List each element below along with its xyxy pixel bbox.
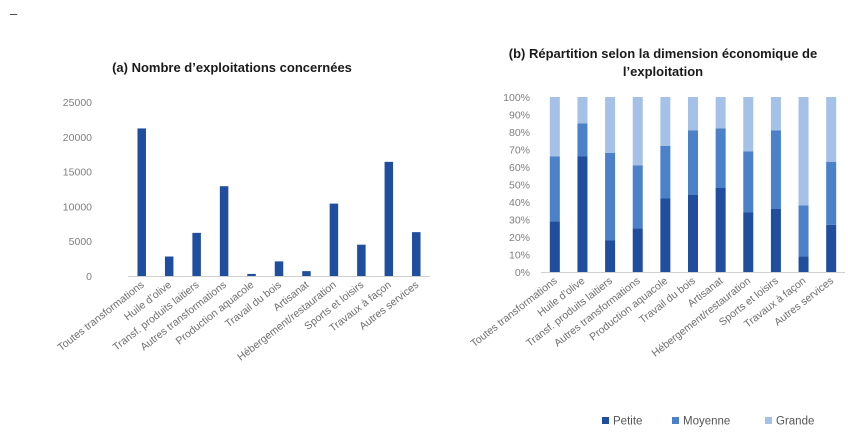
chart-a-bar — [357, 244, 366, 276]
chart-b-segment-moyenne — [688, 130, 698, 195]
chart-b-ytick: 20% — [509, 232, 530, 244]
chart-a-ytick: 10000 — [63, 201, 92, 213]
chart-b-segment-grande — [770, 97, 781, 131]
chart-b-segment-moyenne — [798, 205, 809, 257]
chart-b-ytick: 40% — [509, 197, 530, 209]
chart-b: (b) Répartition selon la dimension écono… — [469, 46, 845, 428]
chart-b-segment-grande — [632, 97, 643, 166]
legend-swatch-moyenne — [672, 417, 679, 424]
chart-b-segment-moyenne — [632, 165, 643, 229]
chart-b-segment-moyenne — [549, 156, 560, 222]
chart-b-segment-petite — [715, 188, 726, 272]
chart-a-ytick: 20000 — [63, 132, 92, 144]
chart-a-bar — [329, 203, 339, 276]
chart-b-segment-petite — [688, 195, 698, 272]
chart-a-ytick: 15000 — [63, 167, 92, 179]
chart-b-ytick: 90% — [509, 110, 530, 122]
legend-swatch-grande — [765, 417, 772, 424]
chart-b-segment-moyenne — [577, 123, 588, 157]
chart-b-segment-grande — [549, 97, 560, 157]
chart-b-segment-petite — [577, 156, 588, 272]
chart-b-segment-moyenne — [715, 128, 726, 188]
chart-b-segment-moyenne — [826, 161, 837, 225]
legend-label-grande: Grande — [776, 416, 814, 428]
chart-b-segment-moyenne — [743, 151, 754, 213]
chart-b-title-line2: l’exploitation — [623, 64, 703, 79]
chart-b-segment-petite — [770, 209, 781, 272]
chart-a-title: (a) Nombre d’exploitations concernées — [112, 60, 352, 75]
chart-a-bar — [302, 271, 311, 276]
chart-b-segment-petite — [549, 221, 560, 272]
chart-b-title-line1: (b) Répartition selon la dimension écono… — [509, 46, 817, 61]
chart-b-segment-moyenne — [770, 130, 781, 209]
chart-a-bar — [219, 186, 229, 276]
chart-a-bar — [137, 128, 146, 276]
chart-a-ytick: 5000 — [69, 236, 93, 248]
chart-b-segment-petite — [660, 198, 671, 272]
chart-b-ytick: 60% — [509, 162, 530, 174]
chart-b-segment-grande — [605, 97, 616, 153]
chart-b-segment-petite — [798, 256, 809, 272]
chart-b-ytick: 10% — [509, 250, 530, 262]
chart-b-segment-grande — [826, 97, 837, 162]
chart-b-segment-grande — [743, 97, 754, 152]
chart-b-segment-grande — [577, 97, 588, 124]
chart-b-segment-grande — [798, 97, 809, 206]
chart-b-ytick: 50% — [509, 180, 530, 192]
chart-a-ytick: 0 — [86, 271, 92, 283]
chart-a-bar — [384, 161, 394, 276]
legend-label-moyenne: Moyenne — [683, 416, 730, 428]
legend-label-petite: Petite — [613, 416, 642, 428]
chart-a-bar — [412, 232, 421, 276]
dash-marker: – — [10, 6, 18, 21]
chart-a-ytick: 25000 — [63, 97, 92, 109]
chart-a-bar — [192, 232, 201, 276]
chart-b-segment-petite — [743, 212, 754, 272]
chart-b-segment-moyenne — [660, 146, 671, 199]
chart-b-segment-grande — [660, 97, 671, 146]
chart-a-bar — [247, 273, 256, 276]
chart-b-segment-petite — [632, 228, 643, 272]
chart-b-ytick: 0% — [515, 267, 530, 279]
chart-b-ytick: 30% — [509, 215, 530, 227]
chart-b-ytick: 100% — [503, 92, 530, 104]
chart-a-bar — [274, 261, 284, 276]
chart-b-ytick: 70% — [509, 145, 530, 157]
chart-b-segment-petite — [605, 240, 616, 272]
chart-b-segment-grande — [688, 97, 698, 131]
chart-a: (a) Nombre d’exploitations concernées 0 50… — [55, 60, 430, 363]
chart-b-segment-moyenne — [605, 153, 616, 241]
legend-swatch-petite — [602, 417, 609, 424]
chart-b-segment-grande — [715, 97, 726, 129]
chart-a-bar — [164, 256, 174, 276]
chart-b-segment-petite — [826, 224, 837, 272]
chart-b-ytick: 80% — [509, 127, 530, 139]
